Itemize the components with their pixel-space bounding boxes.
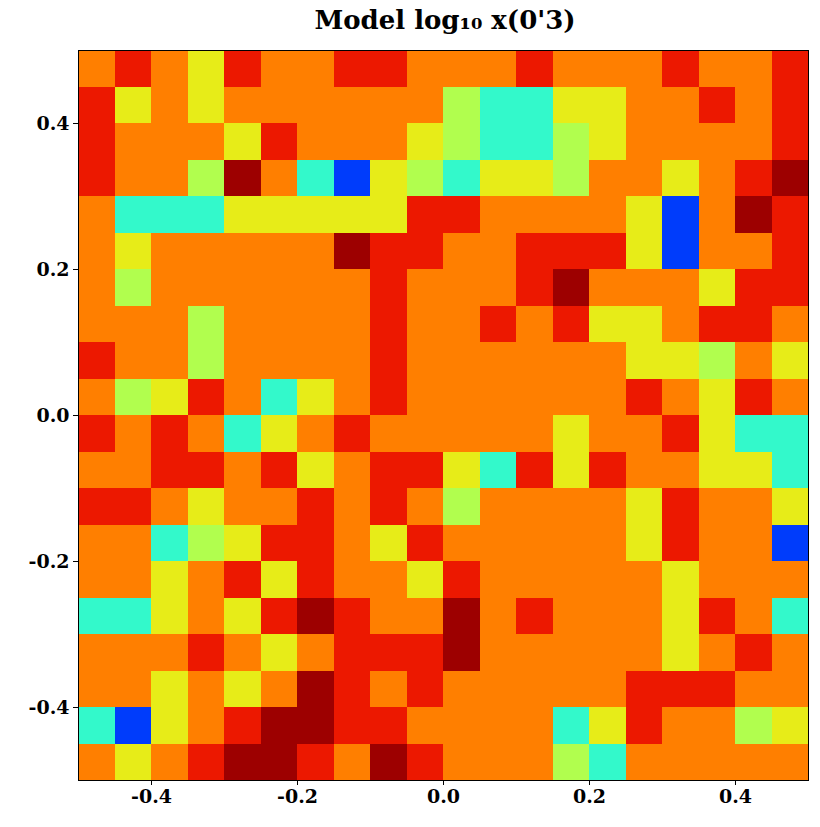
svg-text:-0.4: -0.4 [131, 785, 172, 807]
svg-text:0.2: 0.2 [36, 258, 69, 280]
svg-text:0.0: 0.0 [36, 404, 69, 426]
svg-text:0.0: 0.0 [427, 785, 460, 807]
svg-text:-0.2: -0.2 [277, 785, 318, 807]
svg-text:0.4: 0.4 [719, 785, 752, 807]
html-text:Model log₁₀ x(0'3): Model log₁₀ x(0'3) [314, 5, 576, 35]
svg-text:-0.2: -0.2 [29, 550, 70, 572]
svg-text:-0.4: -0.4 [29, 696, 70, 718]
svg-text:0.2: 0.2 [573, 785, 606, 807]
svg-text:0.4: 0.4 [36, 112, 69, 134]
